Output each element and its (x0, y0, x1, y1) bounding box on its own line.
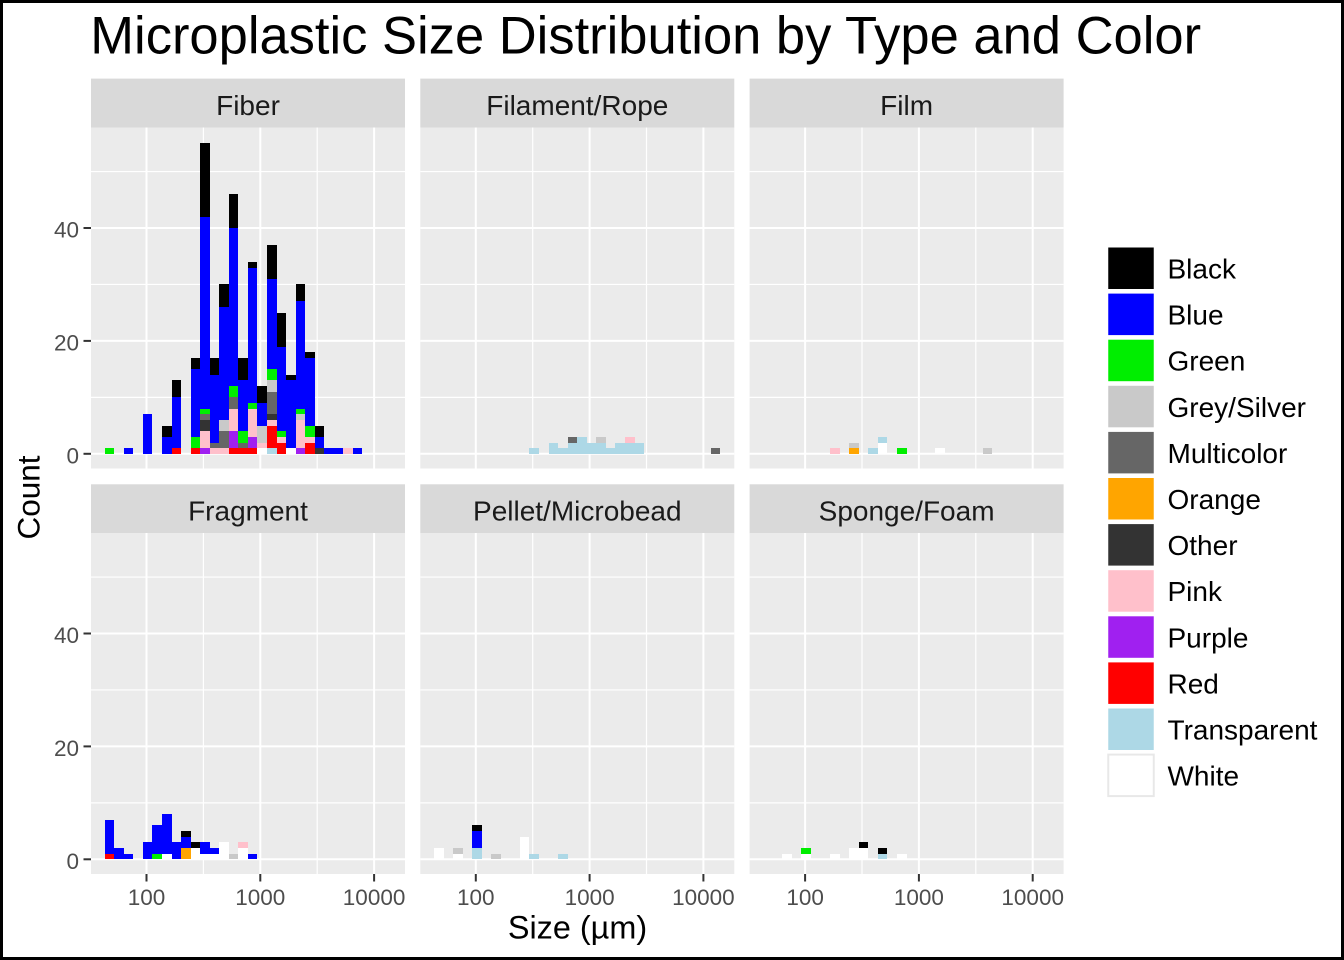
svg-text:Pink: Pink (1168, 576, 1223, 607)
svg-text:40: 40 (54, 623, 79, 648)
svg-text:Fiber: Fiber (216, 90, 280, 121)
svg-text:20: 20 (54, 736, 79, 761)
svg-text:Purple: Purple (1168, 622, 1249, 653)
svg-text:Sponge/Foam: Sponge/Foam (819, 496, 995, 527)
svg-text:Green: Green (1168, 346, 1246, 377)
svg-text:Red: Red (1168, 668, 1219, 699)
svg-text:100: 100 (786, 885, 824, 910)
svg-text:Microplastic Size Distribution: Microplastic Size Distribution by Type a… (90, 7, 1201, 66)
svg-text:100: 100 (128, 885, 166, 910)
svg-text:Orange: Orange (1168, 484, 1261, 515)
svg-text:0: 0 (66, 849, 79, 874)
svg-text:Other: Other (1168, 530, 1238, 561)
svg-text:1000: 1000 (235, 885, 285, 910)
svg-text:Count: Count (11, 455, 47, 539)
svg-text:100: 100 (457, 885, 495, 910)
svg-text:Transparent: Transparent (1168, 715, 1318, 746)
svg-text:Size (µm): Size (µm) (508, 910, 647, 946)
svg-text:Blue: Blue (1168, 300, 1224, 331)
svg-text:Pellet/Microbead: Pellet/Microbead (473, 496, 682, 527)
svg-text:Filament/Rope: Filament/Rope (486, 90, 668, 121)
svg-text:1000: 1000 (894, 885, 944, 910)
svg-text:1000: 1000 (565, 885, 615, 910)
svg-text:White: White (1168, 761, 1240, 792)
svg-text:20: 20 (54, 330, 79, 355)
svg-text:10000: 10000 (672, 885, 735, 910)
svg-text:Fragment: Fragment (188, 496, 308, 527)
svg-text:40: 40 (54, 218, 79, 243)
svg-text:10000: 10000 (1001, 885, 1064, 910)
svg-text:0: 0 (66, 443, 79, 468)
svg-text:Grey/Silver: Grey/Silver (1168, 392, 1306, 423)
svg-text:Film: Film (880, 90, 933, 121)
svg-text:10000: 10000 (343, 885, 406, 910)
svg-text:Multicolor: Multicolor (1168, 438, 1288, 469)
svg-text:Black: Black (1168, 254, 1237, 285)
